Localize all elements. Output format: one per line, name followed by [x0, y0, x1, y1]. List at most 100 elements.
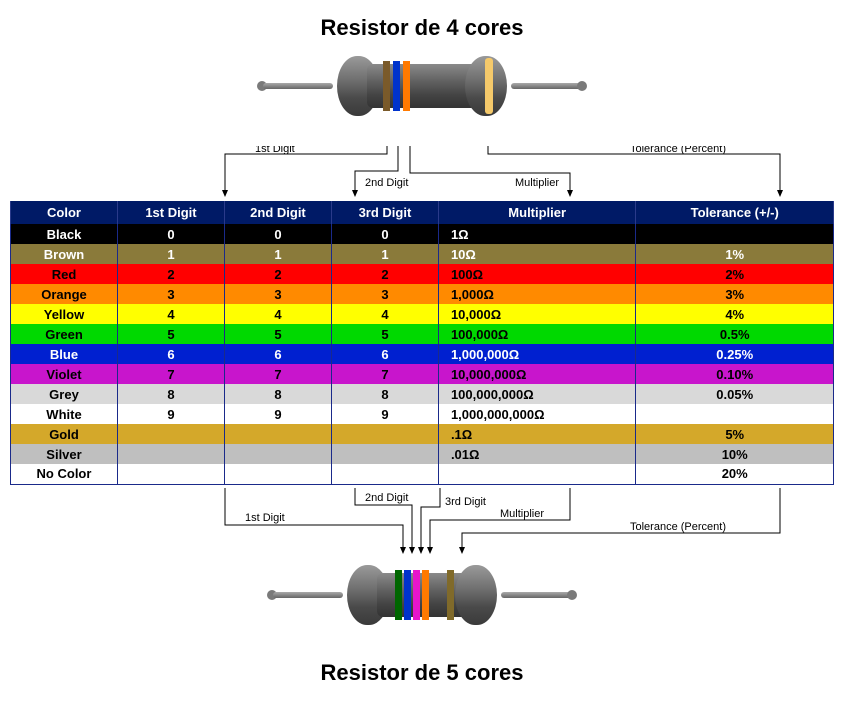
annot-top-mult: Multiplier: [515, 177, 559, 189]
resistor-5-band: [10, 555, 834, 655]
table-cell: 4: [331, 304, 438, 324]
table-cell: 2: [224, 264, 331, 284]
table-cell: 9: [117, 404, 224, 424]
table-cell: 1,000Ω: [438, 284, 636, 304]
annot-top-d2: 2nd Digit: [365, 177, 408, 189]
table-cell: Violet: [11, 364, 118, 384]
title-bottom: Resistor de 5 cores: [10, 660, 834, 686]
table-cell: 1Ω: [438, 224, 636, 244]
table-cell: 1%: [636, 244, 834, 264]
table-cell: Blue: [11, 344, 118, 364]
table-cell: 0.05%: [636, 384, 834, 404]
table-header: 1st Digit: [117, 201, 224, 224]
table-cell: Black: [11, 224, 118, 244]
table-cell: 0.10%: [636, 364, 834, 384]
table-cell: 2%: [636, 264, 834, 284]
table-row: Gold.1Ω5%: [11, 424, 834, 444]
table-row: Silver.01Ω10%: [11, 444, 834, 464]
table-cell: [117, 444, 224, 464]
annot-bot-tol: Tolerance (Percent): [630, 521, 726, 533]
table-cell: [117, 424, 224, 444]
annot-bot-d1: 1st Digit: [245, 512, 285, 524]
table-row: Brown11110Ω1%: [11, 244, 834, 264]
table-row: Yellow44410,000Ω4%: [11, 304, 834, 324]
table-cell: [224, 464, 331, 484]
annot-bot-d3: 3rd Digit: [445, 496, 486, 508]
annotations-top: 1st Digit 2nd Digit Multiplier Tolerance…: [10, 146, 834, 201]
table-cell: 3: [331, 284, 438, 304]
table-cell: 9: [224, 404, 331, 424]
band-icon: [393, 61, 400, 111]
table-cell: [438, 464, 636, 484]
table-cell: 4%: [636, 304, 834, 324]
table-cell: Grey: [11, 384, 118, 404]
table-cell: 100Ω: [438, 264, 636, 284]
table-cell: No Color: [11, 464, 118, 484]
table-cell: 10%: [636, 444, 834, 464]
annotations-bottom: 1st Digit 2nd Digit 3rd Digit Multiplier…: [10, 485, 834, 555]
table-cell: 0.5%: [636, 324, 834, 344]
table-cell: 3: [224, 284, 331, 304]
table-cell: 7: [117, 364, 224, 384]
table-cell: 6: [224, 344, 331, 364]
table-cell: [331, 444, 438, 464]
table-cell: Brown: [11, 244, 118, 264]
table-cell: 5: [224, 324, 331, 344]
table-cell: White: [11, 404, 118, 424]
table-cell: 5: [331, 324, 438, 344]
table-row: Violet77710,000,000Ω0.10%: [11, 364, 834, 384]
table-cell: [331, 424, 438, 444]
table-cell: 9: [331, 404, 438, 424]
band-icon: [395, 570, 402, 620]
table-cell: 6: [117, 344, 224, 364]
table-row: Green555100,000Ω0.5%: [11, 324, 834, 344]
table-cell: 100,000Ω: [438, 324, 636, 344]
band-icon: [403, 61, 410, 111]
table-cell: 8: [224, 384, 331, 404]
annot-top-tol: Tolerance (Percent): [630, 146, 726, 155]
table-header-row: Color1st Digit2nd Digit3rd DigitMultipli…: [11, 201, 834, 224]
table-cell: 10,000Ω: [438, 304, 636, 324]
table-cell: 3%: [636, 284, 834, 304]
table-cell: 100,000,000Ω: [438, 384, 636, 404]
table-cell: 0: [224, 224, 331, 244]
table-cell: 1: [331, 244, 438, 264]
table-cell: 1: [224, 244, 331, 264]
table-cell: [224, 424, 331, 444]
table-cell: 7: [224, 364, 331, 384]
band-icon: [422, 570, 429, 620]
table-cell: 4: [117, 304, 224, 324]
table-cell: [224, 444, 331, 464]
table-cell: 1,000,000Ω: [438, 344, 636, 364]
table-cell: Yellow: [11, 304, 118, 324]
table-cell: 2: [117, 264, 224, 284]
table-cell: [117, 464, 224, 484]
table-row: Blue6661,000,000Ω0.25%: [11, 344, 834, 364]
table-header: 2nd Digit: [224, 201, 331, 224]
table-cell: Red: [11, 264, 118, 284]
table-cell: 10,000,000Ω: [438, 364, 636, 384]
table-row: Grey888100,000,000Ω0.05%: [11, 384, 834, 404]
table-header: Color: [11, 201, 118, 224]
table-cell: 2: [331, 264, 438, 284]
band-icon: [485, 58, 493, 114]
table-cell: 5%: [636, 424, 834, 444]
table-cell: Gold: [11, 424, 118, 444]
table-cell: Green: [11, 324, 118, 344]
table-cell: 0.25%: [636, 344, 834, 364]
color-code-table: Color1st Digit2nd Digit3rd DigitMultipli…: [10, 201, 834, 485]
table-header: 3rd Digit: [331, 201, 438, 224]
table-cell: 1,000,000,000Ω: [438, 404, 636, 424]
band-icon: [413, 570, 420, 620]
band-icon: [447, 570, 454, 620]
table-cell: 10Ω: [438, 244, 636, 264]
table-cell: 1: [117, 244, 224, 264]
resistor-color-chart: Resistor de 4 cores 1st Digit 2nd Digit …: [10, 15, 834, 686]
table-cell: 0: [117, 224, 224, 244]
annot-bot-d2: 2nd Digit: [365, 492, 408, 504]
table-cell: Orange: [11, 284, 118, 304]
table-cell: 0: [331, 224, 438, 244]
table-cell: 20%: [636, 464, 834, 484]
table-cell: [636, 224, 834, 244]
table-cell: [636, 404, 834, 424]
